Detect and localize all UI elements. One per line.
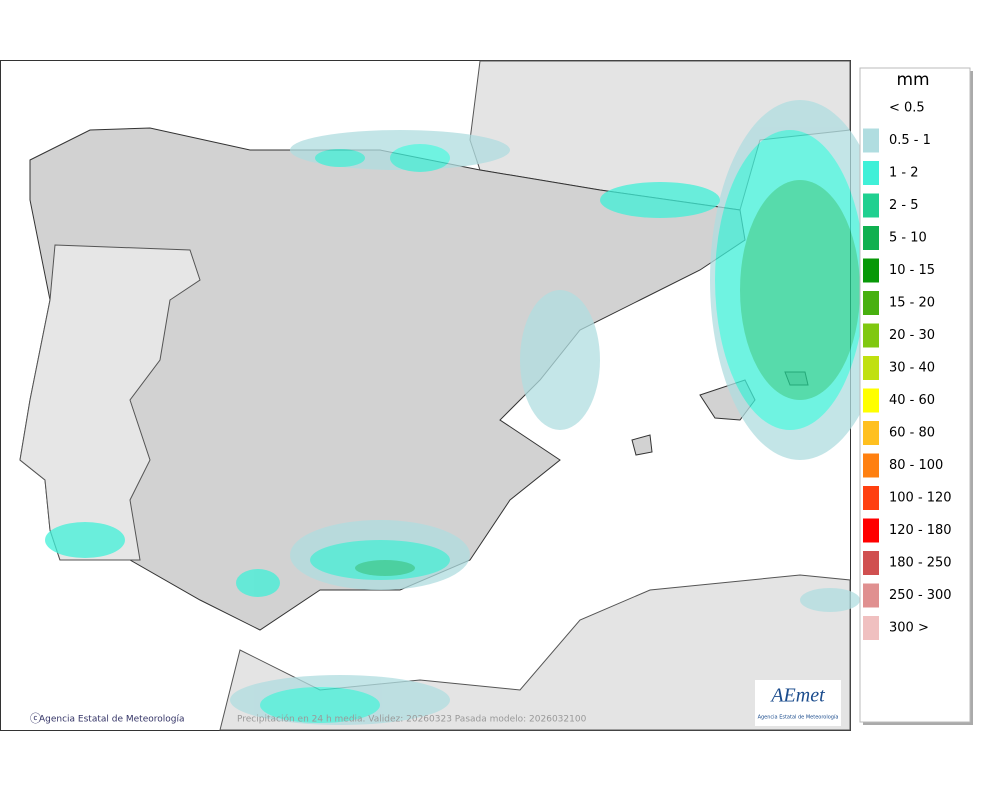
agency-name: Agencia Estatal de Meteorología (39, 715, 185, 725)
legend-label: 2 - 5 (889, 198, 919, 213)
legend-label: 180 - 250 (889, 556, 952, 571)
legend-label: 30 - 40 (889, 361, 935, 376)
legend-label: 250 - 300 (889, 588, 952, 603)
legend-label: 5 - 10 (889, 231, 927, 246)
logo: AEmet (769, 685, 825, 707)
legend-swatch (863, 583, 879, 608)
legend-swatch (863, 258, 879, 283)
legend-swatch (863, 388, 879, 413)
legend-swatch (863, 421, 879, 445)
legend-swatch (863, 551, 879, 575)
legend-label: 100 - 120 (889, 491, 952, 506)
legend-swatch (863, 323, 879, 348)
legend-label: 120 - 180 (889, 523, 952, 538)
legend-label: 40 - 60 (889, 393, 935, 408)
legend-label: 15 - 20 (889, 296, 935, 311)
legend-swatch (863, 291, 879, 315)
ibiza (631, 434, 653, 456)
legend-swatch (863, 96, 879, 120)
legend-label: 300 > (889, 621, 929, 636)
legend-label: 1 - 2 (889, 166, 919, 181)
portugal (19, 244, 201, 561)
precipitation (45, 100, 890, 725)
legend-swatch (863, 161, 879, 185)
legend-label: 60 - 80 (889, 426, 935, 441)
legend-swatch (863, 616, 879, 640)
legend-swatch (863, 193, 879, 218)
legend-label: 0.5 - 1 (889, 133, 931, 148)
copyright-icon: ⓒ (30, 712, 41, 725)
legend-swatch (863, 453, 879, 478)
legend-swatch (863, 486, 879, 510)
legend-label: 20 - 30 (889, 328, 935, 343)
legend-label: < 0.5 (889, 101, 925, 116)
logo-box (755, 680, 841, 726)
legend-swatch (863, 518, 879, 543)
legend-swatch (863, 226, 879, 250)
legend-label: 80 - 100 (889, 458, 943, 473)
legend-swatch (863, 356, 879, 380)
legend-title: mm (896, 70, 929, 90)
caption: Precipitación en 24 h media. Validez: 20… (237, 714, 587, 725)
legend-label: 10 - 15 (889, 263, 935, 278)
logo-subtitle: Agencia Estatal de Meteorología (758, 714, 839, 721)
legend-swatch (863, 128, 879, 153)
